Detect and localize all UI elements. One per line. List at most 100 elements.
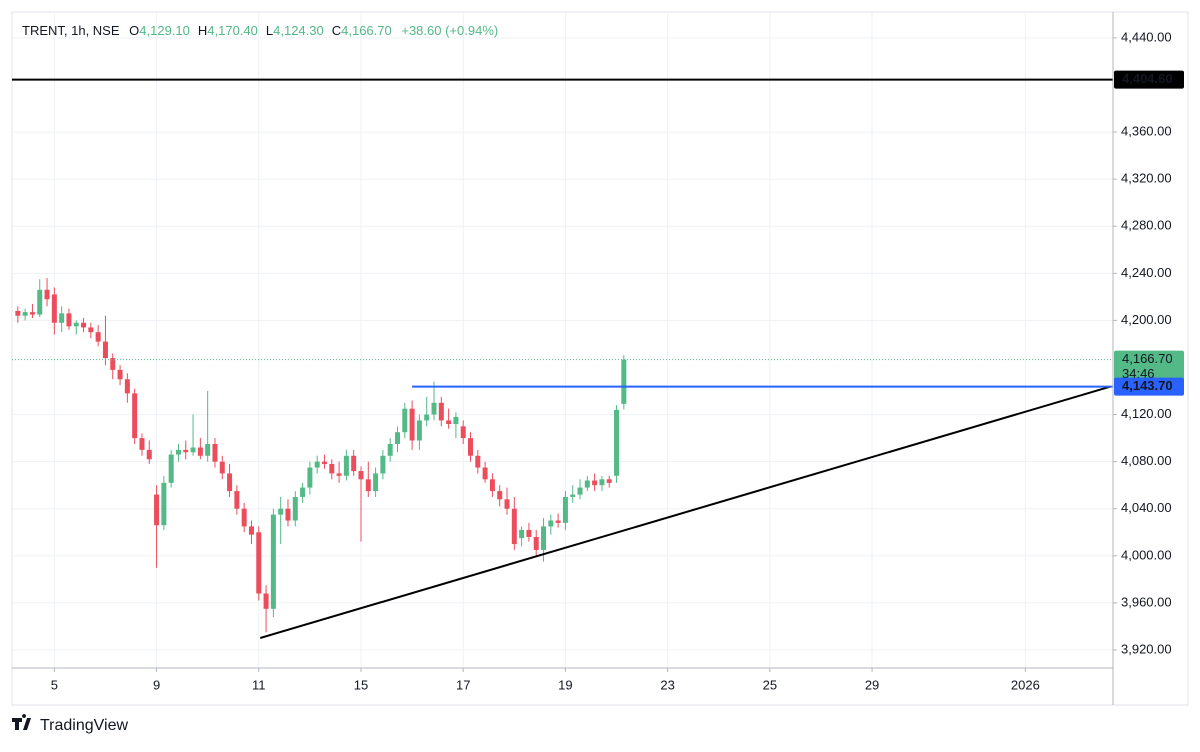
candle-body xyxy=(278,508,284,515)
candle-body xyxy=(22,312,28,316)
field-value: 4,166.70 xyxy=(341,23,392,38)
candle-body xyxy=(205,443,211,456)
candle-body xyxy=(460,426,466,439)
candle-body xyxy=(59,313,65,323)
candle-body xyxy=(548,520,554,527)
candle-body xyxy=(329,464,335,474)
trendline xyxy=(259,385,1111,639)
price-badge xyxy=(1114,70,1184,89)
y-tick-label: 4,120.00 xyxy=(1121,406,1172,421)
candle-body xyxy=(365,479,371,492)
candle-body xyxy=(358,471,364,480)
field-value: 4,129.10 xyxy=(139,23,190,38)
candle-body xyxy=(270,514,276,609)
candle-body xyxy=(154,494,160,526)
candle-body xyxy=(621,359,627,404)
candle-body xyxy=(219,461,225,474)
x-tick-label: 17 xyxy=(456,677,470,692)
candle-body xyxy=(431,402,437,415)
candle-body xyxy=(66,313,72,327)
field-value: 4,124.30 xyxy=(273,23,324,38)
candle-body xyxy=(526,529,532,537)
candle-body xyxy=(606,479,612,483)
y-tick-label: 3,960.00 xyxy=(1121,594,1172,609)
ohlc-fields: O4,129.10 H4,170.40 L4,124.30 C4,166.70 xyxy=(129,23,392,38)
candle-body xyxy=(117,369,123,380)
candle-body xyxy=(110,358,116,370)
candle-body xyxy=(402,408,408,433)
candle-body xyxy=(168,454,174,483)
candle-body xyxy=(175,449,181,455)
candle-body xyxy=(504,499,510,509)
candle-body xyxy=(416,420,422,441)
candle-body xyxy=(409,408,415,441)
candle-body xyxy=(555,520,561,523)
price-badge xyxy=(1114,377,1184,396)
brand: TradingView xyxy=(12,714,128,734)
candle-body xyxy=(263,593,269,609)
x-tick-label: 5 xyxy=(51,677,58,692)
y-tick-label: 4,240.00 xyxy=(1121,265,1172,280)
y-tick-label: 4,360.00 xyxy=(1121,124,1172,139)
plot-layer xyxy=(12,78,1113,639)
candle-body xyxy=(380,455,386,474)
candle-body xyxy=(475,455,481,468)
y-tick-label: 4,320.00 xyxy=(1121,171,1172,186)
candle-body xyxy=(424,414,430,421)
candle-body xyxy=(88,327,94,333)
candle-body xyxy=(139,438,145,450)
chart-frame xyxy=(11,11,1189,706)
price-badge-label: 4,143.70 xyxy=(1122,378,1173,393)
field-key: H xyxy=(198,23,207,38)
candle-body xyxy=(468,438,474,456)
price-badge-label: 4,404.60 xyxy=(1122,71,1173,86)
candle-body xyxy=(161,482,167,526)
y-tick-label: 4,200.00 xyxy=(1121,312,1172,327)
candle-body xyxy=(234,491,240,509)
candle-body xyxy=(29,312,35,315)
candle-body xyxy=(351,455,357,472)
candle-body xyxy=(592,480,598,486)
brand-name: TradingView xyxy=(40,717,128,734)
candle-body xyxy=(373,473,379,492)
candle-body xyxy=(570,494,576,497)
brand-logo xyxy=(12,714,31,730)
candle-body xyxy=(285,508,291,521)
candle-body xyxy=(81,322,87,328)
countdown-label: 34:46 xyxy=(1122,366,1155,381)
candle-body xyxy=(132,393,138,439)
y-tick-label: 4,080.00 xyxy=(1121,453,1172,468)
candle-body xyxy=(300,487,306,497)
candle-body xyxy=(51,294,57,323)
x-tick-label: 19 xyxy=(558,677,572,692)
candle-body xyxy=(497,491,503,500)
candle-body xyxy=(394,432,400,444)
candle-body xyxy=(146,449,152,460)
y-tick-label: 3,920.00 xyxy=(1121,641,1172,656)
candle-body xyxy=(577,487,583,495)
candle-body xyxy=(599,479,605,486)
candle-body xyxy=(227,473,233,492)
axis-layer: 3,920.00 3,960.00 4,000.00 4,040.00 4,080.00… xyxy=(51,29,1184,692)
candle-body xyxy=(541,526,547,550)
field-key: O xyxy=(129,23,139,38)
candle-body xyxy=(533,536,539,550)
candle-body xyxy=(387,443,393,456)
candle-body xyxy=(519,529,525,539)
candle-body xyxy=(453,416,459,424)
candle-body xyxy=(256,532,262,594)
candle-body xyxy=(37,289,43,315)
candle-body xyxy=(584,480,590,488)
x-tick-label: 29 xyxy=(865,677,879,692)
candle-body xyxy=(489,479,495,492)
field-key: L xyxy=(266,23,273,38)
x-tick-label: 9 xyxy=(153,677,160,692)
x-tick-label: 2026 xyxy=(1011,677,1040,692)
candle-body xyxy=(124,379,130,394)
candle-body xyxy=(190,447,196,453)
x-tick-label: 11 xyxy=(252,677,266,692)
candle-body xyxy=(197,447,203,456)
last-price-label: 4,166.70 xyxy=(1122,351,1173,366)
candle-body xyxy=(292,496,298,521)
